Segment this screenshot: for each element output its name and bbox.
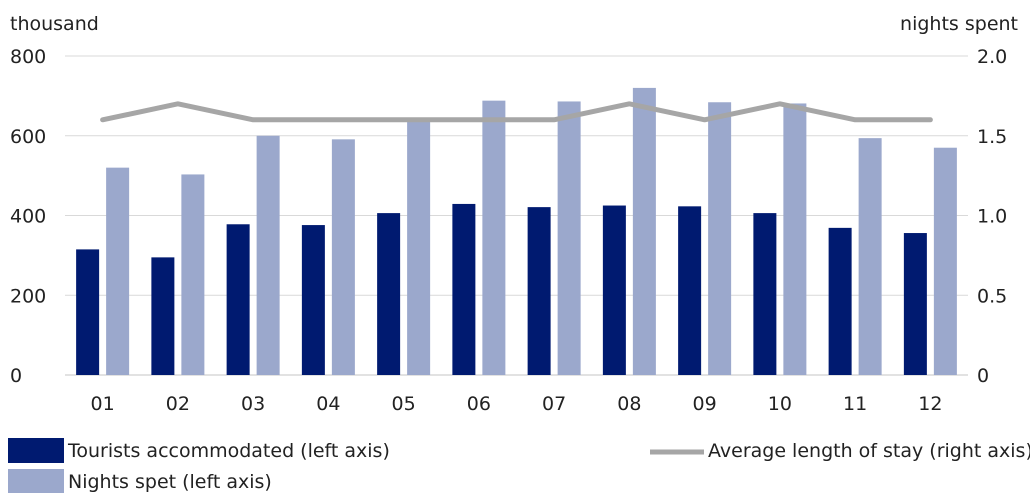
x-tick-label: 02 [166,393,190,415]
bar-nights-spent [708,102,732,375]
legend-label-tourists: Tourists accommodated (left axis) [67,440,390,462]
legend: Tourists accommodated (left axis) Nights… [8,438,1030,493]
bar-tourists-accommodated [151,257,175,375]
x-tick-label: 07 [542,393,566,415]
x-tick-label: 03 [241,393,265,415]
bar-tourists-accommodated [452,203,476,375]
legend-label-average-stay: Average length of stay (right axis) [708,440,1030,462]
bar-nights-spent [181,174,205,375]
left-axis-ticks: 0 200 400 600 800 [10,46,46,387]
bar-nights-spent [557,101,581,376]
bar-nights-spent [106,167,130,375]
right-tick-label: 0.5 [977,285,1007,307]
bar-tourists-accommodated [678,206,702,375]
bar-tourists-accommodated [226,224,250,375]
x-tick-label: 10 [768,393,792,415]
bar-nights-spent [783,103,807,376]
bar-nights-spent [933,147,957,375]
x-tick-label: 09 [693,393,717,415]
line-average-length-of-stay [100,101,933,123]
bar-tourists-accommodated [828,227,852,375]
left-tick-label: 800 [10,46,46,68]
bar-tourists-accommodated [527,207,551,375]
legend-swatch-tourists [8,438,64,463]
x-tick-label: 04 [316,393,340,415]
x-tick-label: 12 [918,393,942,415]
bar-nights-spent [858,138,882,375]
x-tick-label: 05 [392,393,416,415]
bar-tourists-accommodated [602,205,626,375]
right-axis-unit-label: nights spent [900,13,1018,35]
x-axis-ticks: 01 02 03 04 05 06 07 08 09 10 11 12 [91,393,943,415]
line-series [100,101,933,123]
bar-nights-spent [632,87,656,376]
left-tick-label: 200 [10,285,46,307]
right-tick-label: 0 [977,365,989,387]
left-tick-label: 400 [10,206,46,228]
left-tick-label: 0 [10,365,22,387]
bars [76,87,957,376]
right-axis-ticks: 0 0.5 1.0 1.5 2.0 [977,46,1007,387]
right-tick-label: 1.0 [977,206,1007,228]
bar-tourists-accommodated [76,249,100,375]
bar-tourists-accommodated [301,225,325,375]
x-tick-label: 01 [91,393,115,415]
bar-tourists-accommodated [377,213,401,375]
bar-nights-spent [331,139,355,375]
legend-swatch-nights [8,469,64,493]
x-tick-label: 08 [617,393,641,415]
bar-tourists-accommodated [903,233,927,375]
right-tick-label: 1.5 [977,126,1007,148]
bar-nights-spent [407,119,431,375]
left-tick-label: 600 [10,126,46,148]
bar-tourists-accommodated [753,213,777,375]
legend-label-nights: Nights spet (left axis) [68,471,272,493]
gridlines [65,55,968,376]
left-axis-unit-label: thousand [10,13,99,35]
right-tick-label: 2.0 [977,46,1007,68]
x-tick-label: 11 [843,393,867,415]
x-tick-label: 06 [467,393,491,415]
bar-nights-spent [256,135,280,375]
bar-nights-spent [482,100,506,375]
